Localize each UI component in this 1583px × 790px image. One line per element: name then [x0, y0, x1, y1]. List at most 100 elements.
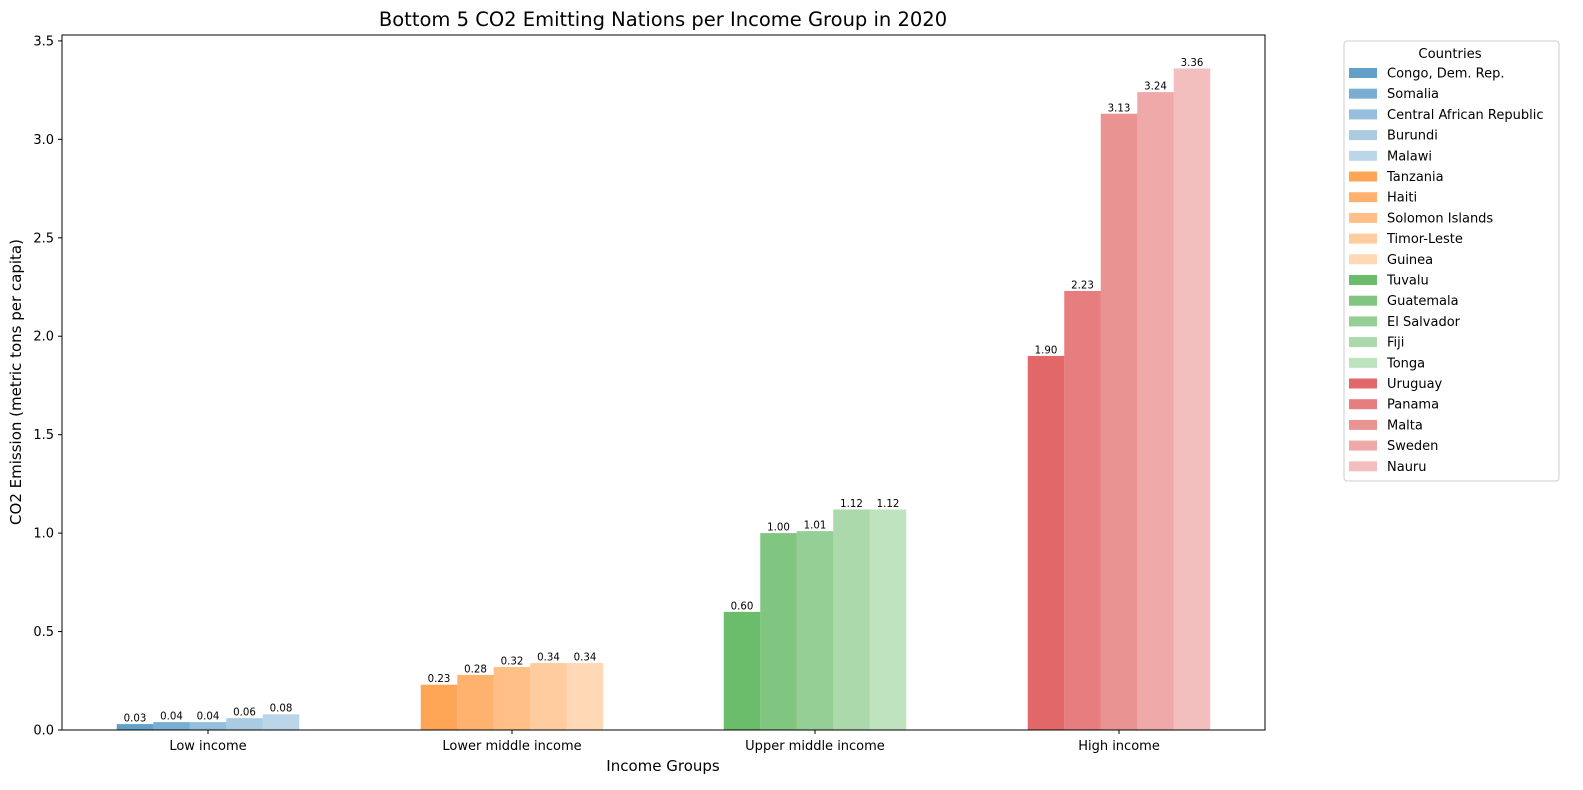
- legend-swatch: [1349, 275, 1377, 285]
- bar-value-label: 0.34: [574, 653, 597, 664]
- legend-swatch: [1349, 150, 1377, 161]
- legend-swatch: [1349, 295, 1377, 306]
- legend-label: Haiti: [1387, 191, 1417, 206]
- legend-swatch: [1349, 212, 1377, 223]
- legend-label: Panama: [1387, 398, 1439, 413]
- y-tick-label: 1.0: [33, 527, 54, 542]
- bar: [869, 509, 907, 730]
- legend-label: Tanzania: [1386, 170, 1444, 185]
- bar: [116, 724, 154, 730]
- legend-label: Tuvalu: [1386, 274, 1429, 289]
- legend-frame: [1343, 40, 1560, 482]
- bar: [457, 674, 494, 730]
- bar: [796, 531, 834, 730]
- bar: [226, 718, 263, 730]
- legend-label: Sweden: [1387, 439, 1438, 454]
- y-tick-label: 0.0: [33, 724, 54, 739]
- legend-swatch: [1349, 233, 1377, 244]
- y-tick-label: 1.5: [33, 428, 54, 443]
- bar-value-label: 0.04: [160, 712, 183, 723]
- bar: [189, 722, 227, 730]
- legend-label: Malta: [1387, 418, 1423, 433]
- legend-swatch: [1349, 171, 1377, 182]
- legend-label: Guinea: [1387, 253, 1433, 268]
- bar: [262, 714, 300, 730]
- legend-swatch: [1349, 316, 1377, 327]
- legend-label: Somalia: [1387, 87, 1439, 102]
- y-tick-label: 2.5: [33, 231, 54, 246]
- bar-value-label: 0.34: [537, 653, 560, 664]
- x-tick-label: High income: [1078, 739, 1160, 754]
- plot-frame: [61, 34, 1266, 731]
- legend-swatch: [1349, 461, 1377, 472]
- bar: [760, 533, 797, 730]
- bar-value-label: 0.28: [464, 664, 487, 675]
- legend-swatch: [1349, 399, 1377, 410]
- bar-value-label: 3.24: [1144, 82, 1167, 93]
- legend-label: Guatemala: [1387, 294, 1459, 309]
- x-axis: Low income Lower middle income Upper middl…: [169, 730, 1160, 754]
- legend-label: Uruguay: [1387, 377, 1443, 392]
- bar-value-label: 1.12: [840, 499, 863, 510]
- bar-value-label: 0.23: [428, 674, 451, 685]
- bar-value-label: 1.00: [767, 523, 790, 534]
- legend-title: Countries: [1418, 47, 1481, 62]
- bar-value-label: 1.01: [804, 521, 827, 532]
- x-axis-label: Income Groups: [606, 757, 720, 775]
- bar-value-label: 0.08: [270, 704, 293, 715]
- bar: [493, 666, 531, 730]
- legend-swatch: [1349, 419, 1377, 430]
- y-tick-label: 3.5: [33, 34, 54, 49]
- bar-value-label: 1.12: [877, 499, 900, 510]
- legend-swatch: [1349, 337, 1377, 348]
- bar: [723, 611, 761, 730]
- bar: [1173, 68, 1211, 730]
- legend-swatch: [1349, 357, 1377, 368]
- bar-value-label: 0.32: [501, 656, 524, 667]
- y-axis-label: CO2 Emission (metric tons per capita): [7, 239, 25, 525]
- bar-value-label: 0.60: [731, 601, 754, 612]
- legend-items: Congo, Dem. Rep. Somalia Central African R…: [1349, 67, 1543, 475]
- chart-title: Bottom 5 CO2 Emitting Nations per Income…: [379, 8, 947, 31]
- x-tick-label: Low income: [169, 739, 246, 754]
- bar: [530, 663, 567, 730]
- legend-label: Timor-Leste: [1386, 232, 1463, 247]
- value-labels-layer: 0.03 0.04 0.04 0.06 0.08 0.23 0.28 0.32 0.34 0.34…: [124, 58, 1204, 725]
- y-axis: 0.0 0.5 1.0 1.5 2.0 2.5 3.0 3.5: [33, 34, 62, 739]
- legend-label: Fiji: [1387, 336, 1404, 351]
- bar-value-label: 0.03: [124, 714, 147, 725]
- y-tick-label: 3.0: [33, 133, 54, 148]
- legend-label: Congo, Dem. Rep.: [1387, 67, 1505, 82]
- legend-label: Malawi: [1387, 149, 1432, 164]
- bar: [1100, 113, 1138, 730]
- bars-layer: [116, 68, 1211, 730]
- bar: [153, 722, 190, 730]
- legend-swatch: [1349, 440, 1377, 451]
- x-tick-label: Lower middle income: [442, 739, 581, 754]
- legend-label: El Salvador: [1387, 315, 1461, 330]
- legend-label: Central African Republic: [1387, 108, 1543, 123]
- legend-swatch: [1349, 88, 1377, 99]
- legend-label: Burundi: [1387, 129, 1438, 144]
- x-tick-label: Upper middle income: [745, 739, 885, 754]
- bar-value-label: 3.13: [1108, 103, 1131, 114]
- legend-swatch: [1349, 192, 1377, 203]
- bar-value-label: 2.23: [1071, 280, 1094, 291]
- bar: [1027, 355, 1065, 730]
- legend-swatch: [1349, 68, 1377, 78]
- bar: [420, 684, 458, 730]
- bar-value-label: 0.06: [233, 708, 256, 719]
- legend-swatch: [1349, 130, 1377, 141]
- y-tick-label: 0.5: [33, 625, 54, 640]
- bar: [566, 663, 604, 730]
- legend-swatch: [1349, 254, 1377, 265]
- bar: [1064, 290, 1101, 730]
- bar: [833, 509, 870, 730]
- legend-swatch: [1349, 109, 1377, 120]
- bar-value-label: 1.90: [1035, 345, 1058, 356]
- legend-label: Nauru: [1387, 460, 1427, 475]
- bar-value-label: 3.36: [1181, 58, 1204, 69]
- legend-label: Solomon Islands: [1387, 211, 1493, 226]
- y-tick-label: 2.0: [33, 330, 54, 345]
